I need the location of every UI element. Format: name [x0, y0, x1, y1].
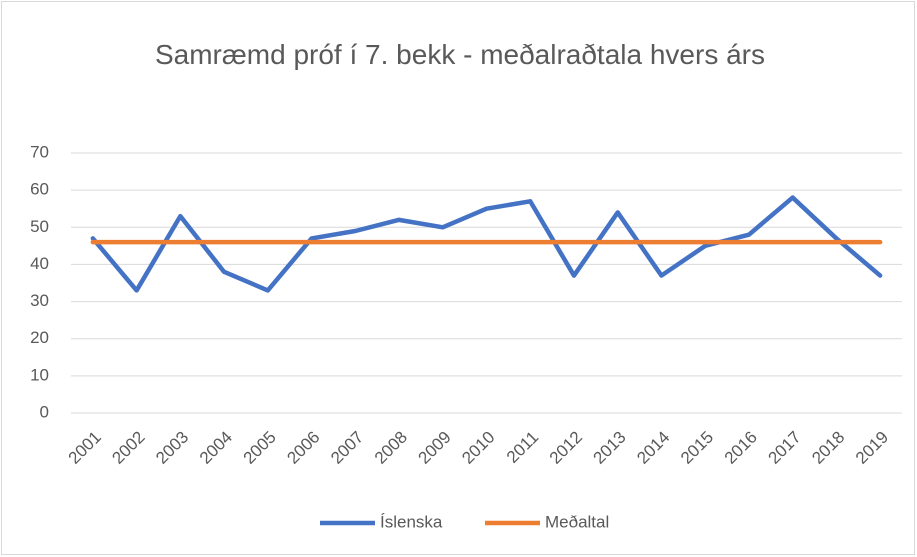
- legend-label: Meðaltal: [545, 512, 609, 531]
- y-tick-label: 50: [30, 217, 49, 236]
- y-tick-label: 40: [30, 254, 49, 273]
- series-line: [90, 195, 883, 293]
- chart-title: Samræmd próf í 7. bekk - meðalraðtala hv…: [154, 39, 765, 70]
- y-tick-label: 10: [30, 365, 49, 384]
- y-tick-label: 30: [30, 291, 49, 310]
- legend-label: Íslenska: [380, 512, 443, 531]
- y-tick-label: 70: [30, 142, 49, 161]
- y-tick-label: 20: [30, 328, 49, 347]
- y-tick-label: 0: [40, 402, 49, 421]
- y-tick-label: 60: [30, 180, 49, 199]
